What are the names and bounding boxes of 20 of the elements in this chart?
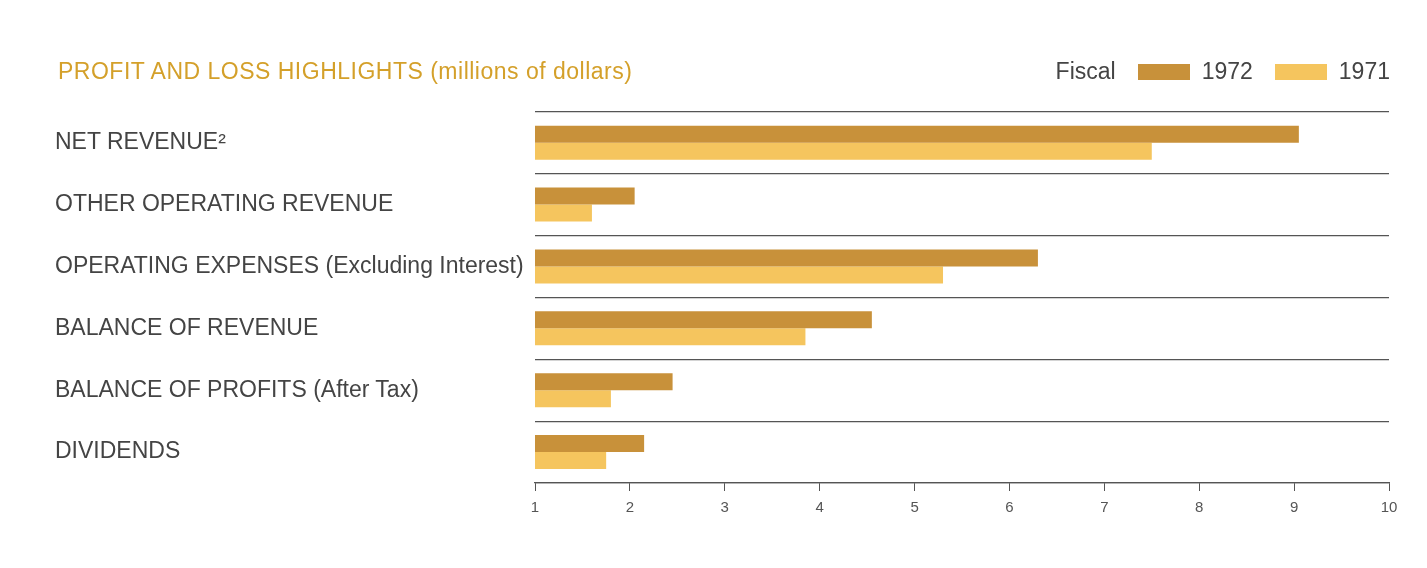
x-tick-label: 10 xyxy=(1380,498,1398,516)
legend-title: Fiscal xyxy=(1055,58,1116,85)
y-tick-label: BALANCE OF REVENUE xyxy=(55,313,319,340)
x-tick-label: 4 xyxy=(815,498,824,516)
y-tick-label: DIVIDENDS xyxy=(55,437,181,464)
y-tick-label: NET REVENUE² xyxy=(55,128,227,155)
x-tick-label: 2 xyxy=(625,498,635,516)
x-tick-label: 6 xyxy=(1005,498,1014,516)
text: PROFIT AND LOSS HIGHLIGHTS (millions of dollars) xyxy=(58,58,633,85)
x-tick-label: 5 xyxy=(910,498,919,516)
legend-label: 1972 xyxy=(1201,58,1253,85)
y-tick-label: BALANCE OF PROFITS (After Tax) xyxy=(55,375,419,402)
x-tick-label: 8 xyxy=(1195,498,1204,516)
x-tick-label: 3 xyxy=(720,498,729,516)
x-tick-label: 1 xyxy=(530,498,540,516)
y-tick-label: OPERATING EXPENSES (Excluding Interest) xyxy=(55,251,524,278)
y-tick-label: OTHER OPERATING REVENUE xyxy=(55,189,394,216)
legend-label: 1971 xyxy=(1338,58,1390,85)
x-tick-label: 7 xyxy=(1100,498,1109,516)
x-tick-label: 9 xyxy=(1289,498,1299,516)
